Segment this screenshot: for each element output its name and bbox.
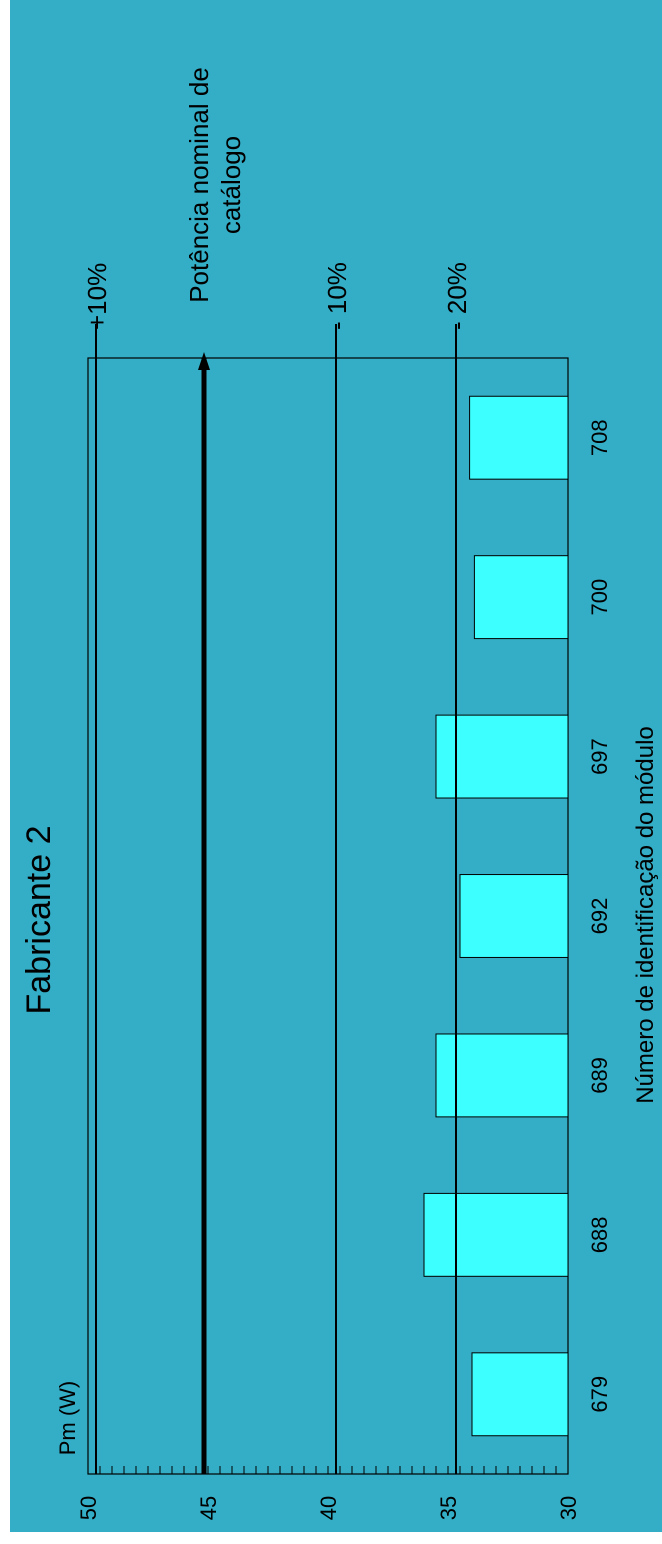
value-tick-label: 45: [196, 1496, 221, 1520]
bar-679: [471, 1352, 569, 1437]
value-tick-labels: 50 45 40 35 30: [76, 1496, 581, 1520]
category-label: 692: [587, 898, 612, 935]
reference-line-label: - 10%: [322, 262, 352, 330]
reference-line-label: - 20%: [442, 262, 472, 330]
value-tick-label: 35: [436, 1496, 461, 1520]
minor-ticks: [87, 1466, 569, 1474]
bar-692: [459, 874, 569, 958]
reference-line-label: catálogo: [216, 136, 246, 234]
x-axis-label: Número de identificação do módulo: [632, 726, 659, 1104]
category-label: 708: [587, 419, 612, 456]
reference-lines: [95, 324, 457, 1474]
category-label: 679: [587, 1376, 612, 1413]
y-axis-label: Pm (W): [55, 1381, 80, 1456]
value-tick-label: 50: [76, 1496, 101, 1520]
reference-line-label: +10%: [82, 263, 112, 330]
bar-689: [435, 1033, 569, 1118]
bar-700: [473, 555, 569, 640]
category-labels: 679 688 689 692 697 700 708: [587, 419, 612, 1412]
category-label: 688: [587, 1216, 612, 1253]
value-tick-label: 30: [556, 1496, 581, 1520]
value-tick-label: 40: [316, 1496, 341, 1520]
category-label: 689: [587, 1057, 612, 1094]
category-label: 697: [587, 738, 612, 775]
bar-688: [423, 1192, 569, 1277]
bar-708: [469, 395, 569, 480]
bars: [423, 395, 569, 1437]
category-label: 700: [587, 579, 612, 616]
chart-title: Fabricante 2: [20, 826, 58, 1015]
reference-line-labels: +10% Potência nominal de catálogo - 10% - 20…: [82, 67, 472, 330]
bar-697: [435, 714, 569, 799]
arrow-head: [198, 352, 210, 370]
reference-line-label: Potência nominal de: [184, 67, 214, 303]
